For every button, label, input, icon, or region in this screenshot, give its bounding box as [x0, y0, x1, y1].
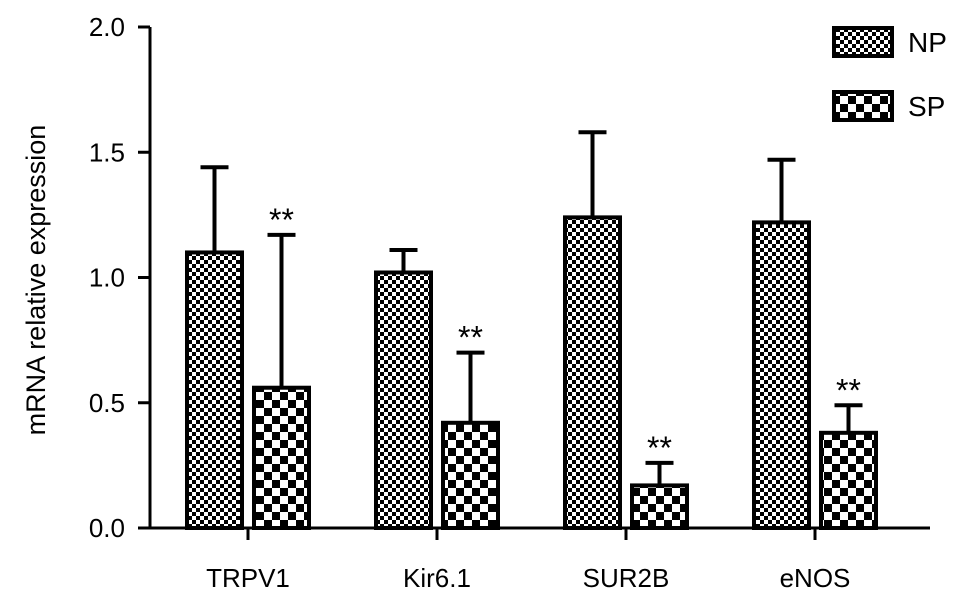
- error-bars: [200, 130, 863, 486]
- significance-sp-0: **: [269, 202, 294, 238]
- y-ticks: 0.0 0.5 1.0 1.5 2.0: [89, 12, 150, 543]
- y-tick-label: 1.0: [89, 263, 125, 293]
- bar-np-2: [563, 215, 622, 530]
- bar-np-1: [374, 270, 433, 530]
- bar-np-0: [185, 250, 244, 530]
- y-axis-title: mRNA relative expression: [21, 125, 51, 436]
- significance-sp-1: **: [458, 320, 483, 356]
- legend-swatch-sp: [832, 90, 894, 122]
- x-tick-label: TRPV1: [206, 563, 290, 593]
- significance-sp-2: **: [647, 430, 672, 466]
- bar-sp-1: [441, 420, 500, 531]
- y-tick-label: 1.5: [89, 137, 125, 167]
- significance-sp-3: **: [836, 372, 861, 408]
- y-axis: 0.0 0.5 1.0 1.5 2.0 mRNA relative expression: [21, 12, 152, 543]
- y-tick-label: 2.0: [89, 12, 125, 42]
- bar-sp-3: [819, 430, 878, 530]
- y-tick-label: 0.0: [89, 513, 125, 543]
- x-tick-label: Kir6.1: [403, 563, 471, 593]
- bar-np-3: [752, 220, 811, 530]
- legend: NP SP: [832, 26, 947, 122]
- significance-labels: ** ** ** **: [269, 202, 861, 466]
- x-axis: TRPV1 Kir6.1 SUR2B eNOS: [150, 526, 930, 593]
- x-tick-label: SUR2B: [583, 563, 670, 593]
- bar-sp-0: [252, 385, 311, 530]
- legend-swatch-np: [832, 26, 894, 58]
- x-tick-label: eNOS: [780, 563, 851, 593]
- x-tick-labels: TRPV1 Kir6.1 SUR2B eNOS: [206, 528, 850, 593]
- bar-sp-2: [630, 483, 689, 531]
- y-tick-label: 0.5: [89, 388, 125, 418]
- legend-label-np: NP: [908, 27, 947, 58]
- bars: [185, 215, 878, 531]
- legend-label-sp: SP: [908, 91, 945, 122]
